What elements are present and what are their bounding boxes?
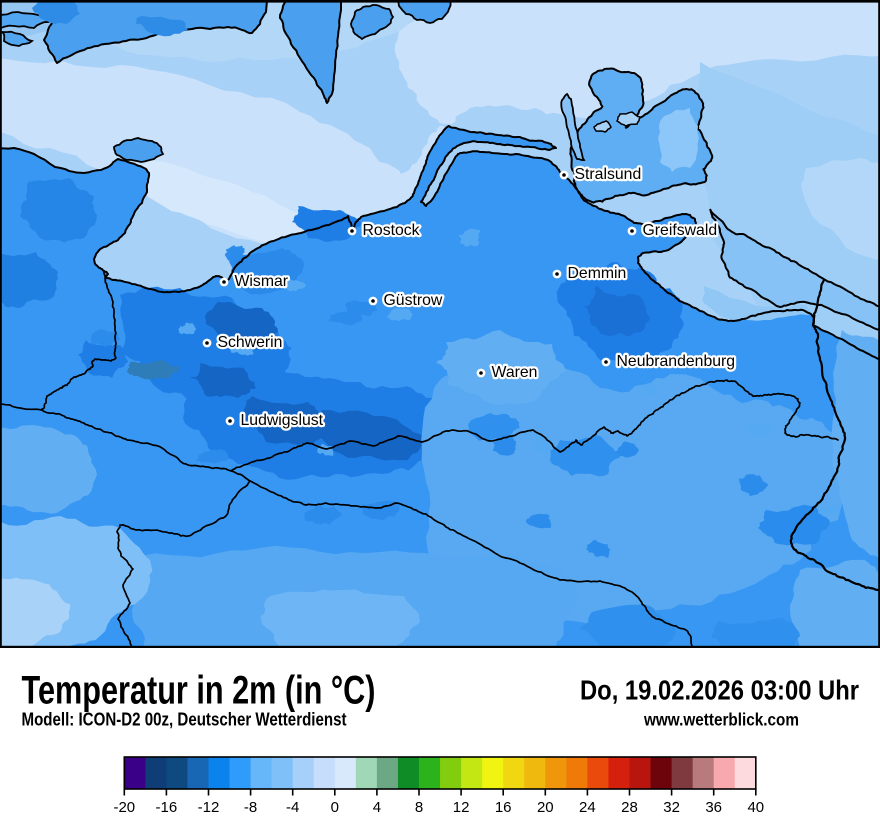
svg-text:Demmin: Demmin — [568, 265, 627, 282]
svg-text:Ludwigslust: Ludwigslust — [241, 412, 324, 429]
svg-text:32: 32 — [663, 799, 680, 816]
svg-text:Do, 19.02.2026 03:00 Uhr: Do, 19.02.2026 03:00 Uhr — [580, 675, 859, 706]
svg-text:-12: -12 — [198, 799, 220, 816]
svg-text:36: 36 — [705, 799, 722, 816]
svg-text:20: 20 — [537, 799, 554, 816]
svg-text:Neubrandenburg: Neubrandenburg — [617, 353, 736, 370]
svg-text:Rostock: Rostock — [363, 222, 420, 239]
svg-text:Wismar: Wismar — [235, 273, 289, 290]
svg-text:Güstrow: Güstrow — [384, 292, 443, 309]
svg-text:Waren: Waren — [492, 364, 538, 381]
svg-text:16: 16 — [495, 799, 512, 816]
svg-text:0: 0 — [331, 799, 339, 816]
svg-text:4: 4 — [373, 799, 381, 816]
svg-text:-4: -4 — [286, 799, 299, 816]
svg-text:Modell: ICON-D2 00z, Deutscher: Modell: ICON-D2 00z, Deutscher Wetterdie… — [22, 710, 347, 730]
svg-text:www.wetterblick.com: www.wetterblick.com — [643, 710, 799, 730]
svg-text:12: 12 — [453, 799, 470, 816]
svg-text:40: 40 — [747, 799, 764, 816]
svg-text:-8: -8 — [244, 799, 257, 816]
svg-text:8: 8 — [415, 799, 423, 816]
svg-text:24: 24 — [579, 799, 596, 816]
svg-text:Greifswald: Greifswald — [643, 222, 718, 239]
svg-text:-16: -16 — [156, 799, 178, 816]
svg-text:Stralsund: Stralsund — [575, 166, 642, 183]
svg-text:28: 28 — [621, 799, 638, 816]
svg-text:Schwerin: Schwerin — [218, 334, 283, 351]
svg-text:Temperatur in 2m (in °C): Temperatur in 2m (in °C) — [22, 669, 376, 713]
svg-text:-20: -20 — [113, 799, 135, 816]
